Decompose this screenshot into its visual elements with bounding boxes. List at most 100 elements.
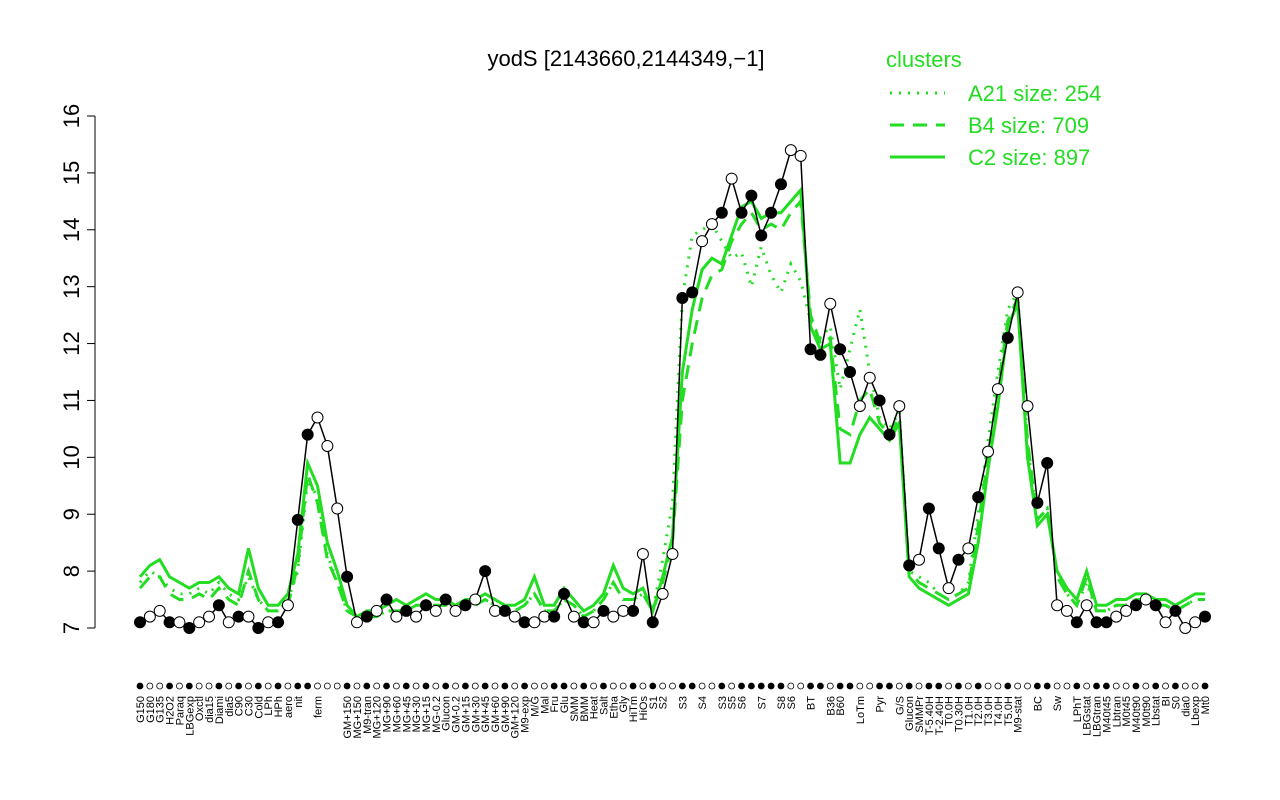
x-tick-label: HPh: [273, 696, 285, 717]
data-point: [262, 616, 275, 629]
rug-point: [560, 682, 568, 690]
x-tick-label: S2: [658, 696, 670, 709]
rug-point: [817, 682, 824, 690]
x-tick-label: MG+30: [411, 696, 423, 732]
x-tick-label: MG+120: [372, 696, 384, 739]
data-point: [449, 604, 462, 617]
data-point: [528, 616, 541, 629]
rug-point: [856, 682, 864, 690]
x-tick-label: G135: [155, 696, 167, 723]
data-point: [1031, 496, 1044, 509]
x-tick-label: Fru: [549, 696, 561, 713]
data-point: [1110, 610, 1123, 623]
rug-point: [1132, 682, 1140, 690]
x-tick-label: S3: [717, 696, 729, 709]
rug-point: [1063, 682, 1071, 690]
rug-point: [1083, 682, 1091, 690]
rug-point: [304, 682, 312, 690]
rug-point: [787, 682, 795, 690]
rug-point: [1172, 682, 1179, 690]
x-tick-label: C90: [234, 696, 246, 716]
data-point: [163, 616, 176, 629]
y-tick-label: 8: [59, 565, 84, 577]
rug-point: [314, 682, 321, 690]
data-point: [686, 286, 699, 299]
rug-point: [245, 682, 252, 690]
legend-label: B4 size: 709: [968, 113, 1089, 138]
x-tick-label: B36: [825, 696, 837, 716]
data-point: [863, 371, 876, 384]
rug-point: [521, 682, 528, 690]
rug-point: [225, 682, 233, 690]
data-point: [922, 502, 935, 515]
rug-point: [895, 682, 903, 690]
chart-title: yodS [2143660,2144349,−1]: [487, 46, 764, 71]
data-point: [252, 622, 265, 634]
data-point: [281, 599, 294, 612]
x-tick-label: S0: [1170, 696, 1182, 709]
x-tick-label: dia15: [204, 696, 216, 723]
data-point: [607, 610, 620, 623]
x-tick-label: aero: [283, 696, 295, 718]
data-point: [1041, 457, 1054, 470]
y-tick-label: 15: [59, 161, 84, 185]
x-tick-label: GM+90: [500, 696, 512, 732]
rug-point: [185, 682, 193, 690]
x-tick-label: Lbtran: [1111, 696, 1123, 727]
rug-point: [284, 682, 292, 690]
data-point: [153, 604, 166, 617]
rug-point: [452, 682, 459, 690]
rug-point: [905, 682, 913, 690]
x-tick-label: Mt0: [1200, 696, 1212, 714]
rug-point: [501, 682, 509, 690]
x-tick-label: M0t90: [1141, 696, 1153, 727]
x-tick-label: S6: [737, 696, 749, 709]
data-point: [597, 604, 610, 617]
rug-point: [274, 682, 282, 690]
data-point: [469, 593, 482, 606]
rug-point: [580, 682, 588, 690]
data-point: [567, 610, 580, 623]
x-tick-label: LoTm: [855, 696, 867, 724]
rug-point: [935, 682, 943, 690]
x-tick-label: Diami: [214, 696, 226, 724]
data-point: [183, 622, 196, 634]
x-tick-label: Paraq: [174, 696, 186, 725]
x-tick-label: S7: [756, 696, 768, 709]
rug-point: [570, 682, 578, 690]
rug-point: [1122, 682, 1130, 690]
x-tick-label: Gly: [618, 696, 630, 713]
rug-point: [757, 682, 765, 690]
x-tick-label: Glu: [559, 696, 571, 713]
data-point: [627, 604, 640, 617]
data-point: [321, 439, 334, 452]
rug-point: [215, 682, 223, 690]
x-tick-label: GM+15: [460, 696, 472, 732]
data-point: [222, 616, 235, 629]
rug-point: [728, 682, 736, 690]
y-tick-label: 14: [59, 218, 84, 242]
rug-point: [649, 682, 657, 690]
data-point: [873, 394, 886, 407]
rug-point: [511, 682, 519, 690]
rug-point: [669, 682, 676, 690]
x-tick-label: SMM: [569, 696, 581, 722]
rug-point: [1201, 682, 1209, 690]
rug-point: [1162, 682, 1169, 690]
rug-point: [984, 682, 992, 690]
rug-point: [797, 682, 805, 690]
data-point: [893, 400, 906, 413]
x-tick-label: H2O2: [165, 696, 177, 725]
x-tick-label: ferm: [313, 696, 325, 718]
x-tick-label: Lbstat: [1151, 696, 1163, 726]
x-tick-label: LBGexp: [184, 696, 196, 736]
rug-point: [412, 682, 420, 690]
rug-point: [1004, 682, 1012, 690]
data-point: [991, 383, 1004, 396]
data-point: [439, 593, 452, 606]
data-point: [1159, 616, 1172, 629]
rug-point: [807, 682, 814, 690]
data-point: [558, 587, 571, 600]
data-point: [1129, 599, 1142, 612]
